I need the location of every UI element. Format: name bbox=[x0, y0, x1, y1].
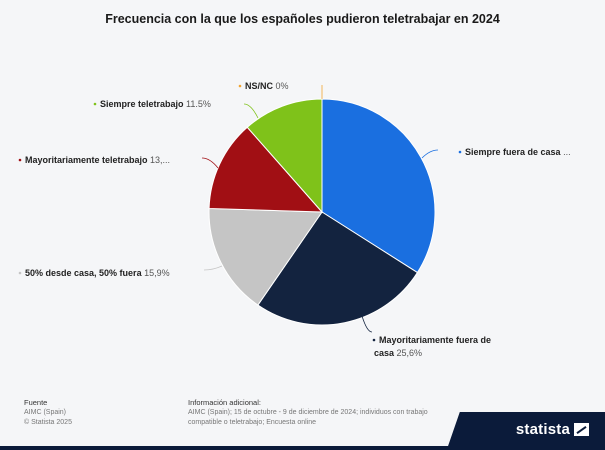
leader-line bbox=[243, 103, 259, 119]
slice-label: Mayoritariamente fuera de bbox=[379, 335, 491, 345]
pie-slice[interactable] bbox=[246, 98, 323, 214]
info-block: Información adicional: AIMC (Spain); 15 … bbox=[188, 398, 438, 428]
legend-bullet bbox=[458, 150, 462, 154]
pie-chart: Siempre fuera de casa ... Mayoritariament… bbox=[18, 81, 571, 358]
leader-line bbox=[203, 265, 223, 271]
slice-label: Siempre teletrabajo 11.5% bbox=[100, 99, 211, 109]
statista-logo-icon bbox=[574, 423, 589, 436]
legend-bullet bbox=[93, 102, 97, 106]
statista-logo[interactable]: statista bbox=[516, 421, 589, 438]
source-line-2: © Statista 2025 bbox=[24, 419, 72, 426]
source-block: Fuente AIMC (Spain) © Statista 2025 bbox=[24, 398, 72, 428]
pie-slice[interactable] bbox=[257, 211, 419, 326]
legend-bullet bbox=[18, 271, 22, 275]
legend-bullet bbox=[18, 158, 22, 162]
slice-label: Mayoritariamente teletrabajo 13,... bbox=[25, 155, 170, 165]
legend-bullet bbox=[238, 84, 242, 88]
brand-text: statista bbox=[515, 421, 570, 438]
slice-label: NS/NC 0% bbox=[245, 81, 289, 91]
chart-title: Frecuencia con la que los españoles pudi… bbox=[105, 12, 500, 26]
pie-slice[interactable] bbox=[208, 207, 323, 306]
source-heading: Fuente bbox=[24, 398, 48, 407]
pie-slice[interactable] bbox=[321, 98, 436, 274]
bottom-line bbox=[0, 446, 605, 450]
legend-bullet bbox=[372, 338, 376, 342]
leader-line bbox=[201, 157, 219, 169]
slice-label: 50% desde casa, 50% fuera 15,9% bbox=[25, 268, 170, 278]
leader-line bbox=[421, 149, 439, 159]
info-heading: Información adicional: bbox=[188, 398, 261, 407]
source-line-1: AIMC (Spain) bbox=[24, 409, 67, 416]
slice-label: Siempre fuera de casa ... bbox=[465, 147, 571, 157]
leader-line bbox=[361, 315, 373, 333]
info-text: AIMC (Spain); 15 de octubre - 9 de dicie… bbox=[188, 409, 428, 426]
pie-slice[interactable] bbox=[208, 126, 324, 213]
slice-label-cont: casa 25,6% bbox=[374, 348, 422, 358]
